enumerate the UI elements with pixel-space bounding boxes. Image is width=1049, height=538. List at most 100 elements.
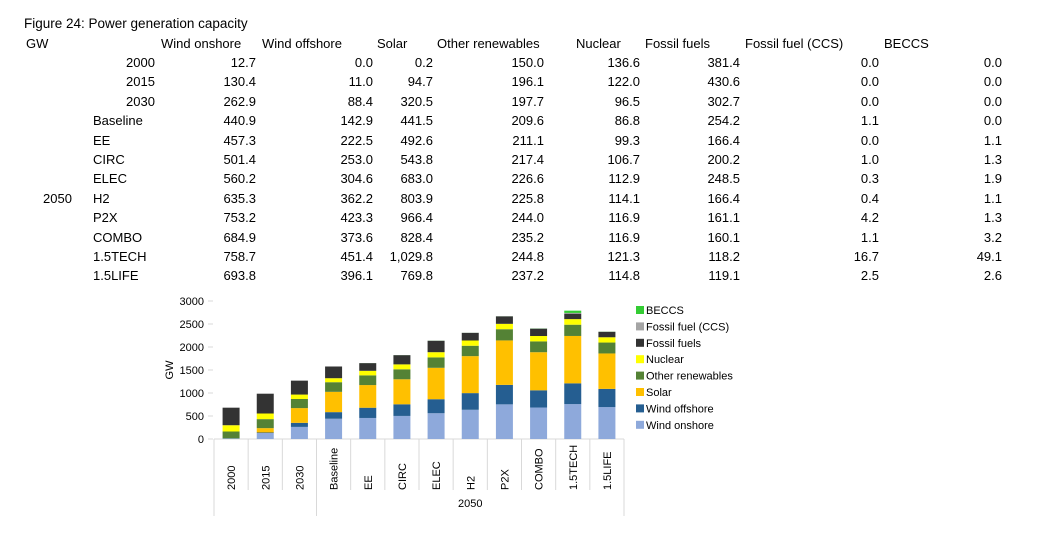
table-cell: 116.9	[608, 229, 640, 245]
bar-segment	[256, 413, 274, 420]
bar-segment	[495, 384, 513, 405]
bar-segment	[530, 352, 548, 391]
table-cell: 758.7	[223, 249, 256, 264]
table-cell: 0.0	[860, 93, 879, 109]
bar-segment	[495, 316, 513, 324]
table-column-header: Wind onshore	[161, 36, 242, 51]
table-cell: 0.0	[860, 74, 879, 90]
table-cell: 0.2	[414, 55, 433, 70]
table-cell: 304.6	[340, 171, 373, 187]
table-cell: 114.1	[608, 190, 640, 206]
bar-segment	[393, 379, 411, 405]
legend-swatch	[636, 306, 644, 314]
legend-swatch	[636, 322, 644, 331]
bar-segment	[359, 375, 377, 386]
table-cell: 684.9	[223, 229, 256, 245]
table-cell: 99.3	[614, 132, 640, 148]
x-tick-label: 2030	[294, 466, 306, 490]
table-cell: 130.4	[223, 74, 256, 90]
legend-swatch	[636, 388, 644, 396]
legend-label: Wind offshore	[646, 403, 714, 415]
bar-segment	[598, 337, 616, 343]
table-cell: 1.9	[983, 171, 1002, 187]
legend-label: Other renewables	[646, 371, 733, 383]
table-row-label: Baseline	[93, 113, 143, 129]
table-cell: 0.3	[860, 171, 879, 187]
table-cell: 381.4	[707, 55, 740, 70]
table-cell: 253.0	[340, 152, 373, 167]
table-cell: 49.1	[976, 249, 1002, 264]
y-axis-label: GW	[164, 360, 176, 380]
bar-segment	[427, 367, 445, 400]
x-tick-label: H2	[465, 476, 477, 490]
table-cell: 116.9	[608, 210, 640, 226]
table-cell: 1,029.8	[389, 249, 433, 264]
table-cell: 244.8	[511, 249, 544, 264]
table-cell: 235.2	[511, 229, 544, 245]
bar-segment	[564, 310, 582, 313]
bar-segment	[427, 352, 445, 358]
bar-segment	[461, 332, 479, 341]
table-cell: 2.5	[860, 268, 879, 284]
bar-segment	[256, 393, 274, 414]
table-cell: 560.2	[223, 171, 256, 187]
table-row-label: H2	[93, 190, 110, 206]
table-cell: 122.0	[607, 74, 640, 90]
table-row-label: 1.5TECH	[93, 249, 147, 264]
bar-segment	[564, 383, 582, 405]
table-cell: 211.1	[512, 132, 544, 148]
table-cell: 119.1	[708, 268, 740, 284]
y-tick-label: 3000	[180, 296, 204, 308]
table-cell: 86.8	[614, 113, 640, 129]
table-cell: 1.1	[860, 113, 879, 129]
table-row-label: P2X	[93, 210, 118, 226]
table-cell: 222.5	[340, 132, 373, 148]
bar-segment	[256, 419, 274, 429]
bar-segment	[461, 345, 479, 357]
table-cell: 150.0	[511, 55, 544, 70]
table-cell: 16.7	[853, 249, 879, 264]
table-cell: 0.0	[354, 55, 373, 70]
table-cell: 200.2	[707, 152, 740, 167]
legend-label: Fossil fuels	[646, 338, 702, 350]
legend-label: Nuclear	[646, 354, 684, 366]
table-cell: 373.6	[340, 229, 373, 245]
bar-segment	[495, 323, 513, 330]
table-cell: 1.0	[860, 152, 879, 167]
x-tick-label: Baseline	[329, 448, 341, 490]
bar-segment	[222, 425, 240, 432]
bar-segment	[530, 407, 548, 439]
table-cell: 440.9	[223, 113, 256, 129]
bar-segment	[290, 426, 308, 439]
x-tick-label: 1.5TECH	[568, 445, 580, 490]
table-cell: 1.3	[983, 152, 1002, 167]
x-tick-label: ELEC	[431, 461, 443, 490]
table-column-header: Solar	[377, 36, 408, 51]
unit-label: GW	[26, 36, 49, 51]
table-cell: 96.5	[614, 93, 640, 109]
table-column-header: Wind offshore	[262, 36, 342, 51]
table-group-label: 2050	[43, 190, 72, 206]
table-cell: 166.4	[707, 132, 740, 148]
table-cell: 683.0	[400, 171, 433, 187]
table-row-label: ELEC	[93, 171, 127, 187]
table-cell: 320.5	[400, 93, 433, 109]
table-column-header: Nuclear	[576, 36, 621, 51]
table-cell: 142.9	[340, 113, 373, 129]
y-tick-label: 1000	[180, 388, 204, 400]
table-cell: 225.8	[511, 190, 544, 206]
table-cell: 121.3	[607, 249, 640, 264]
table-column-header: Other renewables	[437, 36, 540, 51]
bar-segment	[564, 319, 582, 325]
x-tick-label: COMBO	[534, 448, 546, 490]
table-row-label: CIRC	[93, 152, 125, 167]
table-cell: 11.0	[348, 74, 373, 90]
table-cell: 803.9	[400, 190, 433, 206]
bar-segment	[495, 404, 513, 439]
bar-segment	[290, 422, 308, 427]
bar-segment	[427, 357, 445, 368]
x-tick-label: P2X	[499, 469, 511, 490]
bar-segment	[325, 382, 343, 392]
bar-segment	[359, 385, 377, 408]
